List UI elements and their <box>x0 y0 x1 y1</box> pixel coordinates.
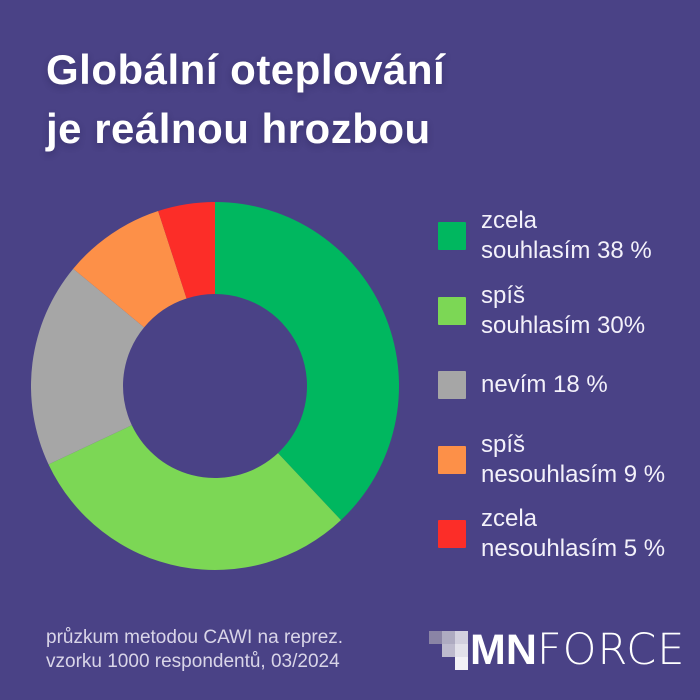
legend-swatch <box>438 520 466 549</box>
logo-pixel-cell <box>455 631 468 644</box>
donut-segment-4 <box>158 202 215 299</box>
legend-swatch <box>438 222 466 251</box>
logo-text: MN FORCE <box>470 625 686 675</box>
legend-row: spíš nesouhlasím 9 % <box>438 423 665 498</box>
legend-label: spíš souhlasím 30% <box>481 281 646 339</box>
legend-row: zcela nesouhlasím 5 % <box>438 497 665 572</box>
survey-note-line2: vzorku 1000 respondentů, 03/2024 <box>46 651 340 672</box>
logo-text-light: FORCE <box>536 625 686 675</box>
logo-pixel-cell <box>442 644 455 657</box>
legend-swatch <box>438 445 466 474</box>
logo-pixel-cell <box>455 657 468 670</box>
legend-label: zcela nesouhlasím 5 % <box>481 505 666 563</box>
survey-note-line1: průzkum metodou CAWI na reprez. <box>46 627 344 648</box>
logo-pixel-cell <box>455 644 468 657</box>
donut-segments <box>31 202 400 571</box>
logo-text-bold: MN <box>470 626 537 674</box>
survey-note: průzkum metodou CAWI na reprez. vzorku 1… <box>46 626 343 674</box>
legend-row: zcela souhlasím 38 % <box>438 199 665 274</box>
legend-swatch <box>438 296 466 325</box>
legend-label: nevím 18 % <box>481 371 608 399</box>
donut-segment-1 <box>48 425 341 571</box>
page-title-line1: Globální oteplování <box>46 46 446 93</box>
legend-label: zcela souhlasím 38 % <box>481 207 652 265</box>
donut-segment-3 <box>73 211 187 328</box>
donut-segment-2 <box>31 268 145 465</box>
page-title-line2: je reálnou hrozbou <box>46 105 431 152</box>
legend: zcela souhlasím 38 % spíš souhlasím 30% ne… <box>438 199 665 572</box>
donut-segment-0 <box>215 202 400 521</box>
legend-row: spíš souhlasím 30% <box>438 274 665 349</box>
legend-row: nevím 18 % <box>438 348 665 423</box>
page-title: Globální oteplování je reálnou hrozbou <box>46 40 445 158</box>
legend-label: spíš nesouhlasím 9 % <box>481 430 666 488</box>
mnforce-logo: MN FORCE <box>429 625 686 675</box>
legend-swatch <box>438 371 466 400</box>
logo-pixel-cell <box>442 631 455 644</box>
logo-pixel-cell <box>429 631 442 644</box>
logo-pixel-mark-icon <box>429 631 468 670</box>
